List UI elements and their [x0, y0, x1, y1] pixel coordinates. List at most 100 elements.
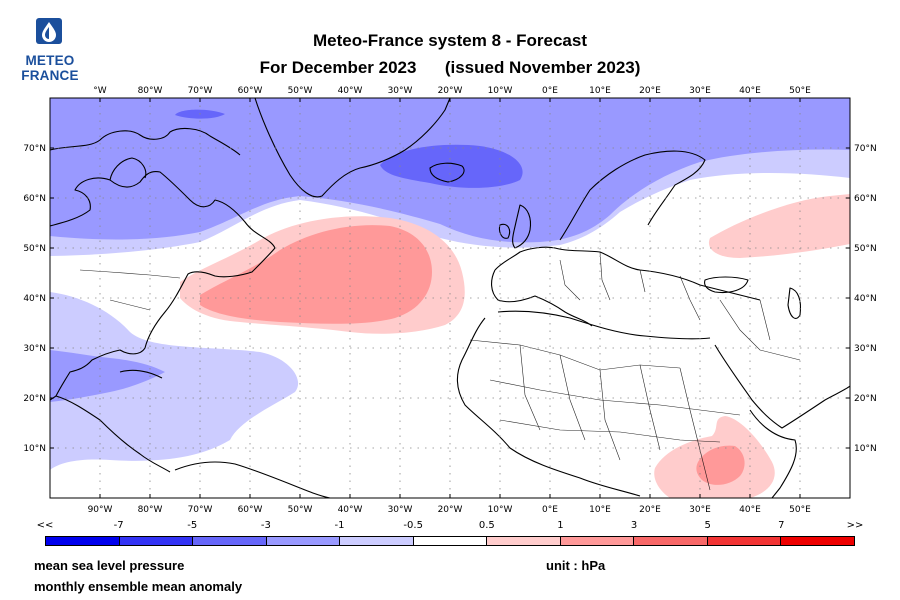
issue-date: (issued November 2023) [444, 58, 641, 77]
top-lon-label: 70°W [188, 86, 213, 96]
bottom-lon-label: 20°W [438, 505, 463, 515]
meteo-france-drop-logo-icon [36, 18, 62, 44]
positive-anomaly-north-atlantic-strong [200, 225, 432, 324]
bottom-lon-label: 60°W [238, 505, 263, 515]
left-lat-label: 30°N [23, 344, 46, 354]
left-lat-label: 40°N [23, 294, 46, 304]
top-lon-label: 60°W [238, 86, 263, 96]
logo-text-meteo: METEO [25, 53, 75, 68]
bottom-lon-label: 10°W [488, 505, 513, 515]
top-lon-label: 50°E [789, 86, 811, 96]
colorbar-tick-label: 3 [630, 520, 638, 531]
meteo-france-logo: METEO FRANCE [14, 14, 86, 86]
axis-labels: °W 90°W 80°W 80°W 70°W 70°W 60°W 60°W 50°W 50°W 40… [23, 86, 876, 515]
coast-iberia-italy [491, 269, 593, 327]
coast-central-america [55, 395, 171, 473]
anomaly-description: monthly ensemble mean anomaly [34, 579, 243, 594]
colorbar-swatch [707, 537, 782, 545]
forecast-month: For December 2023 [259, 58, 417, 77]
left-lat-label: 20°N [23, 394, 46, 404]
top-lon-label: 0°E [542, 86, 558, 96]
bottom-lon-label: 0°E [542, 505, 558, 515]
colorbar-swatch [413, 537, 488, 545]
colorbar-tick-label: 0.5 [478, 520, 495, 531]
colorbar-tick-label: >> [846, 520, 864, 531]
colorbar-tick-label: 1 [557, 520, 564, 531]
colorbar-swatch [560, 537, 635, 545]
bottom-lon-label: 10°E [589, 505, 611, 515]
right-lat-label: 40°N [854, 294, 877, 304]
coast-scandinavia [559, 150, 706, 241]
left-lat-label: 70°N [23, 144, 46, 154]
colorbar-tick-label: 5 [704, 520, 711, 531]
variable-label: mean sea level pressure [34, 558, 185, 573]
top-lon-label: 10°W [488, 86, 513, 96]
right-lat-label: 50°N [854, 244, 877, 254]
right-lat-label: 10°N [854, 444, 877, 454]
coast-south-america [174, 461, 331, 498]
right-lat-label: 20°N [854, 394, 877, 404]
colorbar-swatch [46, 537, 120, 545]
bottom-lon-label: 50°W [288, 505, 313, 515]
colorbar-tick-label: -5 [187, 520, 198, 531]
top-lon-label: 80°W [138, 86, 163, 96]
colorbar-tick-label: -7 [113, 520, 124, 531]
top-lon-label: 20°W [438, 86, 463, 96]
colorbar-tick-label: -3 [260, 520, 271, 531]
top-lon-label: 40°W [338, 86, 363, 96]
coast-north-america [50, 171, 276, 401]
right-lat-label: 70°N [854, 144, 877, 154]
country-borders [79, 251, 801, 491]
coast-red-sea-arabia [714, 344, 850, 429]
colorbar-tick-label: -1 [334, 520, 345, 531]
bottom-lon-label: 90°W [88, 505, 113, 515]
bottom-lon-label: 70°W [188, 505, 213, 515]
coast-hudson-bay [109, 157, 147, 181]
colorbar-swatch [634, 537, 708, 545]
left-lat-label: 60°N [23, 194, 46, 204]
coast-ireland [498, 223, 511, 239]
coast-arctic-canada [50, 127, 241, 156]
bottom-lon-label: 40°W [338, 505, 363, 515]
unit-label: unit : hPa [546, 558, 606, 573]
colorbar-tick-label: << [36, 520, 54, 531]
coast-caspian [787, 287, 802, 319]
colorbar-swatch [487, 537, 561, 545]
anomaly-field [50, 98, 850, 498]
top-lon-label: 30°E [689, 86, 711, 96]
bottom-lon-label: 50°E [789, 505, 811, 515]
left-lat-label: 50°N [23, 244, 46, 254]
colorbar-swatch [119, 537, 194, 545]
chart-subtitle: For December 2023 (issued November 2023) [150, 58, 750, 78]
coast-cuba [119, 369, 163, 379]
coast-uk [512, 204, 532, 249]
coast-black-sea [704, 276, 749, 294]
negative-anomaly-band-subtropical [50, 292, 299, 470]
top-lon-label: 20°E [639, 86, 661, 96]
top-lon-label: 40°E [739, 86, 761, 96]
coast-africa [456, 317, 641, 497]
bottom-lon-label: 20°E [639, 505, 661, 515]
positive-anomaly-east-africa-strong [696, 445, 745, 485]
colorbar-swatch [193, 537, 267, 545]
colorbar-swatch [781, 537, 855, 545]
logo-text-france: FRANCE [21, 68, 79, 83]
coast-greenland [254, 98, 451, 198]
colorbar-swatch [340, 537, 414, 545]
colorbar-swatch [266, 537, 341, 545]
top-lon-label: 30°W [388, 86, 413, 96]
right-lat-label: 60°N [854, 194, 877, 204]
bottom-lon-label: 30°E [689, 505, 711, 515]
coast-north-africa [497, 310, 711, 340]
top-lon-label: °W [93, 86, 107, 96]
negative-anomaly-core-greenland-iceland [380, 144, 523, 188]
left-lat-label: 10°N [23, 444, 46, 454]
coast-iceland [429, 162, 465, 183]
right-lat-label: 30°N [854, 344, 877, 354]
colorbar [45, 536, 855, 546]
top-lon-label: 10°E [589, 86, 611, 96]
bottom-lon-label: 80°W [138, 505, 163, 515]
coast-horn-of-africa [749, 409, 797, 498]
top-lon-label: 50°W [288, 86, 313, 96]
